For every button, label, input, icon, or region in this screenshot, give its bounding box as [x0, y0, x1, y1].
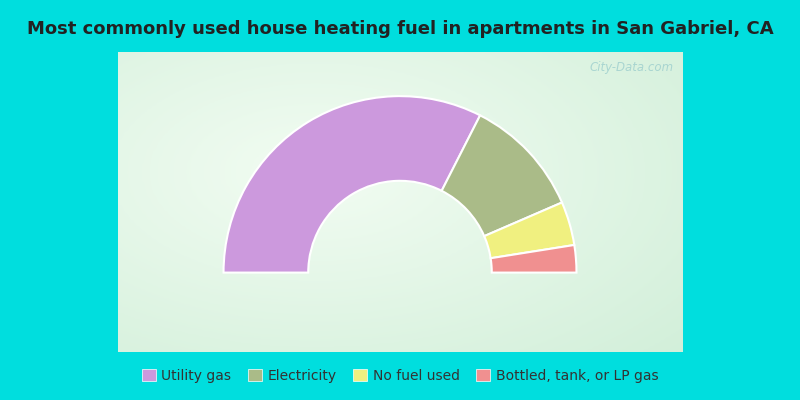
Wedge shape	[442, 115, 562, 236]
Legend: Utility gas, Electricity, No fuel used, Bottled, tank, or LP gas: Utility gas, Electricity, No fuel used, …	[142, 369, 658, 383]
Wedge shape	[490, 245, 577, 272]
Text: City-Data.com: City-Data.com	[590, 61, 674, 74]
Wedge shape	[223, 96, 480, 272]
Wedge shape	[484, 202, 574, 258]
Text: Most commonly used house heating fuel in apartments in San Gabriel, CA: Most commonly used house heating fuel in…	[26, 20, 774, 38]
